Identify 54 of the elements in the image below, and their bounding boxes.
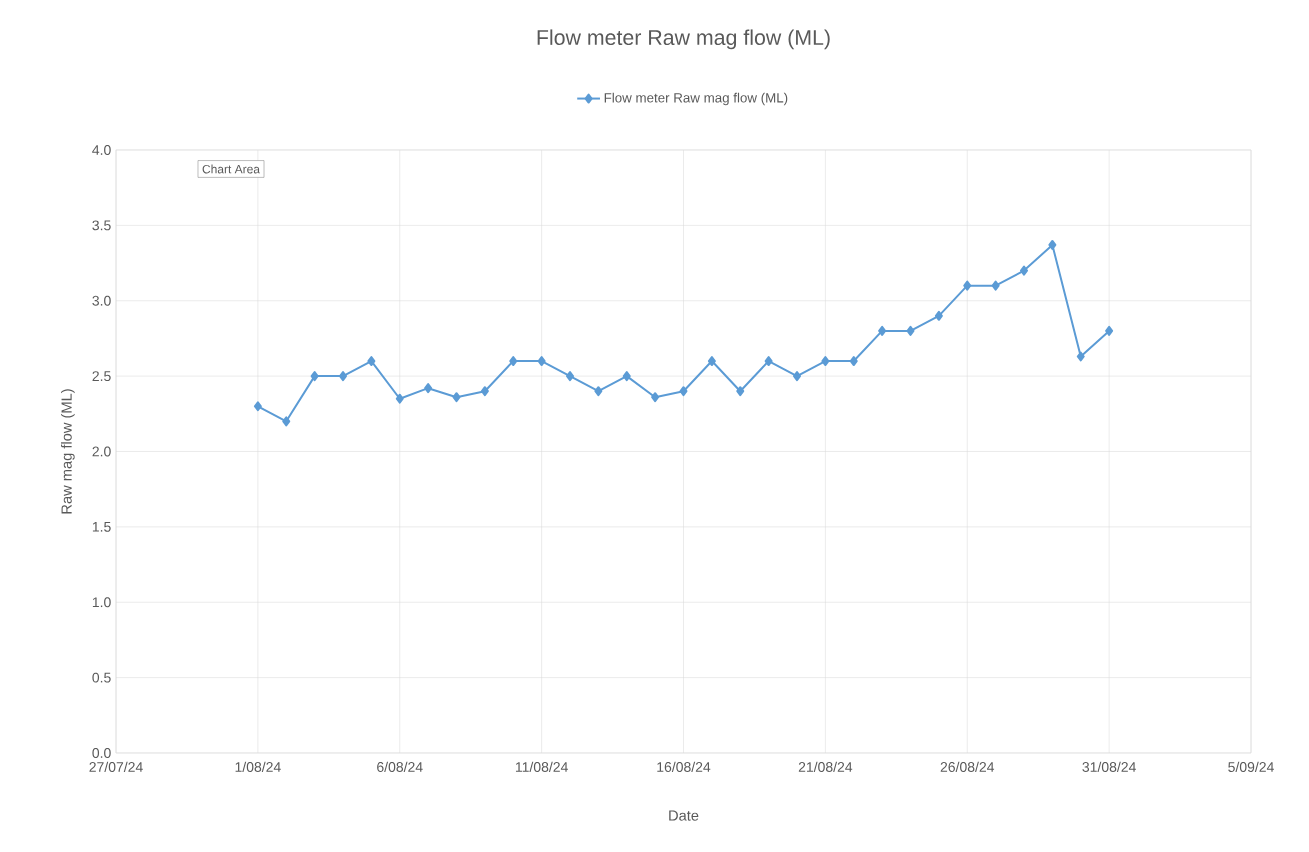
x-tick-label: 21/08/24: [798, 761, 853, 772]
y-tick-label: 0.0: [92, 748, 111, 758]
x-tick-label: 31/08/24: [1082, 761, 1136, 772]
y-tick-label: 2.5: [92, 371, 111, 382]
point: [622, 371, 631, 382]
point: [395, 393, 404, 404]
point: [566, 371, 575, 382]
point: [821, 356, 830, 367]
point: [1048, 239, 1057, 250]
point: [424, 383, 433, 394]
point: [906, 325, 915, 336]
point: [679, 386, 688, 397]
x-tick-label: 27/07/24: [89, 761, 143, 772]
point: [963, 280, 972, 291]
point: [1020, 265, 1028, 276]
point: [537, 356, 546, 367]
chart-title: Flow meter Raw mag flow (ML): [537, 29, 830, 50]
x-tick-label: 26/08/24: [940, 761, 995, 772]
y-axis-title: Raw mag flow (ML): [61, 389, 75, 514]
point: [1076, 351, 1085, 362]
point: [253, 401, 262, 412]
legend-label: Flow meter Raw mag flow (ML): [604, 92, 788, 106]
annotation: Chart Area: [202, 164, 260, 174]
point: [282, 416, 291, 427]
point: [934, 310, 943, 321]
point: [509, 356, 518, 367]
y-tick-label: 0.5: [92, 672, 111, 683]
y-tick-label: 2.0: [92, 446, 111, 457]
x-axis-title: Date: [669, 810, 699, 821]
y-tick-label: 1.5: [92, 521, 111, 532]
point: [736, 386, 745, 397]
y-tick-label: 4.0: [92, 145, 111, 155]
point: [339, 371, 348, 382]
x-tick-label: 11/08/24: [515, 761, 568, 772]
point: [367, 356, 376, 367]
y-tick-label: 1.0: [92, 597, 111, 608]
point: [480, 386, 489, 397]
point: [594, 386, 603, 397]
point: [764, 356, 773, 367]
point: [452, 392, 461, 403]
x-tick-label: 16/08/24: [657, 761, 711, 772]
x-tick-label: 6/08/24: [377, 761, 423, 772]
point: [310, 371, 319, 382]
point: [651, 392, 660, 403]
x-tick-label: 1/08/24: [235, 761, 281, 772]
point: [707, 356, 716, 367]
y-tick-label: 3.0: [92, 295, 111, 306]
y-tick-label: 3.5: [92, 220, 111, 231]
point: [1105, 325, 1114, 336]
point: [793, 371, 801, 382]
point: [878, 325, 887, 336]
point: [991, 280, 1000, 291]
point: [849, 356, 858, 367]
x-tick-label: 5/09/24: [1228, 761, 1274, 772]
